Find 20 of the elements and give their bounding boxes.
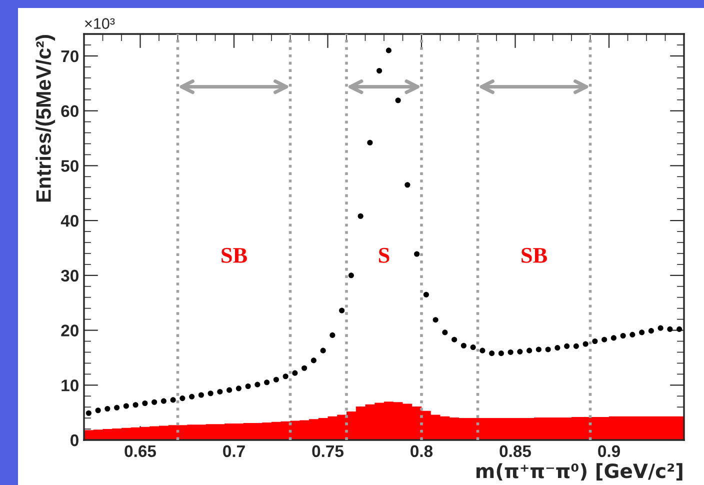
y-tick-label: 40 [60,214,78,227]
x-axis-title: m(π⁺π⁻π⁰) [GeV/c²] [476,463,682,481]
annotation: S [379,248,390,263]
x-tick-label: 0.9 [598,445,620,458]
y-tick-label: 10 [62,380,78,392]
y-tick-label: 20 [61,324,78,336]
y-tick-label: 30 [60,270,78,282]
y-axis-title: Entries/(5MeV/c²) [36,35,56,202]
x-tick-label: 0.75 [312,445,344,458]
y-tick-label: 50 [61,160,78,172]
x-tick-label: 0.65 [124,445,156,458]
x-tick-label: 0.8 [410,445,433,458]
annotation: SB [522,248,547,263]
annotation: SB [222,248,247,263]
x-tick-label: 0.7 [223,445,245,458]
y-tick-label: 60 [61,105,78,118]
y-tick-label: 70 [61,50,78,62]
text: ×10³ [85,18,115,29]
y-tick-label: 0 [70,434,78,446]
x-tick-label: 0.85 [500,445,532,458]
